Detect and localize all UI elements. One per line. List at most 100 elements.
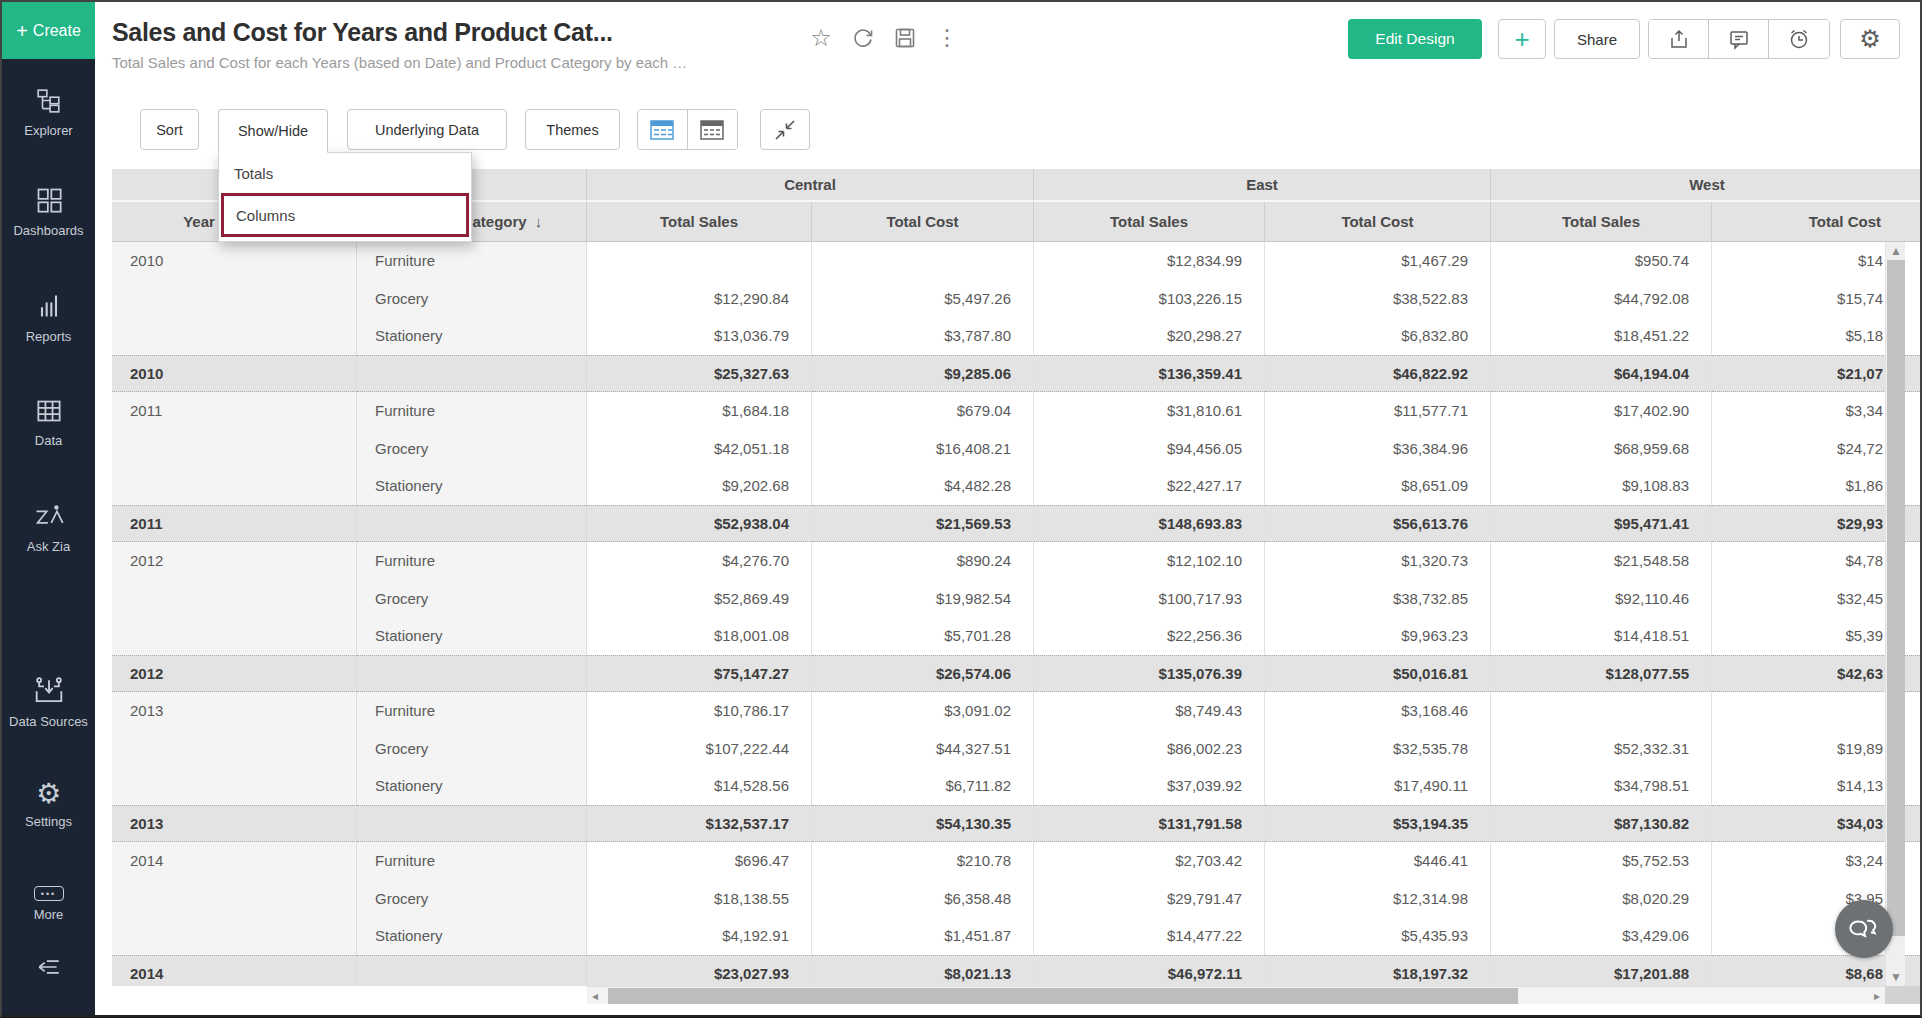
value-cell[interactable]: $14,528.56 xyxy=(587,767,812,805)
value-cell[interactable]: $8,021.13 xyxy=(812,955,1034,987)
value-cell[interactable]: $5,752.53 xyxy=(1491,842,1712,880)
value-cell[interactable]: $18,451.22 xyxy=(1491,317,1712,355)
value-cell[interactable]: $53,194.35 xyxy=(1265,805,1491,843)
value-cell[interactable]: $19,982.54 xyxy=(812,580,1034,618)
sidebar-item-dashboards[interactable]: Dashboards xyxy=(2,186,95,238)
value-cell[interactable]: $9,963.23 xyxy=(1265,617,1491,655)
category-cell[interactable]: Grocery xyxy=(357,280,587,318)
value-cell[interactable] xyxy=(1491,692,1712,730)
value-cell[interactable]: $136,359.41 xyxy=(1034,355,1265,393)
year-cell[interactable]: 2010 xyxy=(112,355,357,393)
sidebar-item-reports[interactable]: Reports xyxy=(2,292,95,344)
value-cell[interactable]: $132,537.17 xyxy=(587,805,812,843)
sidebar-item-ask-zia[interactable]: Ask Zia xyxy=(2,502,95,554)
year-cell[interactable]: 2012 xyxy=(112,655,357,693)
value-cell[interactable]: $95,471.41 xyxy=(1491,505,1712,543)
create-button[interactable]: + Create xyxy=(2,2,95,59)
value-cell[interactable]: $38,732.85 xyxy=(1265,580,1491,618)
value-cell[interactable]: $4,192.91 xyxy=(587,917,812,955)
central-total-cost-header[interactable]: Total Cost xyxy=(812,202,1034,242)
category-cell[interactable]: Furniture xyxy=(357,542,587,580)
value-cell[interactable]: $9,108.83 xyxy=(1491,467,1712,505)
value-cell[interactable]: $94,456.05 xyxy=(1034,430,1265,468)
year-cell[interactable] xyxy=(112,917,357,955)
value-cell[interactable]: $52,332.31 xyxy=(1491,730,1712,768)
value-cell[interactable]: $3,091.02 xyxy=(812,692,1034,730)
horizontal-scrollbar-thumb[interactable] xyxy=(608,988,1518,1004)
west-total-cost-header[interactable]: Total Cost xyxy=(1712,202,1922,242)
value-cell[interactable]: $107,222.44 xyxy=(587,730,812,768)
east-total-cost-header[interactable]: Total Cost xyxy=(1265,202,1491,242)
value-cell[interactable]: $54,130.35 xyxy=(812,805,1034,843)
value-cell[interactable]: $8,749.43 xyxy=(1034,692,1265,730)
value-cell[interactable]: $14,418.51 xyxy=(1491,617,1712,655)
value-cell[interactable]: $9,202.68 xyxy=(587,467,812,505)
value-cell[interactable]: $52,869.49 xyxy=(587,580,812,618)
category-cell[interactable]: Stationery xyxy=(357,767,587,805)
year-cell[interactable] xyxy=(112,317,357,355)
year-cell[interactable]: 2013 xyxy=(112,692,357,730)
vertical-scrollbar-thumb[interactable] xyxy=(1887,260,1905,936)
value-cell[interactable]: $56,613.76 xyxy=(1265,505,1491,543)
category-cell[interactable]: Grocery xyxy=(357,880,587,918)
category-cell[interactable]: Stationery xyxy=(357,317,587,355)
value-cell[interactable]: $8,651.09 xyxy=(1265,467,1491,505)
export-button[interactable] xyxy=(1649,20,1709,58)
value-cell[interactable]: $9,285.06 xyxy=(812,355,1034,393)
year-cell[interactable] xyxy=(112,580,357,618)
value-cell[interactable]: $17,201.88 xyxy=(1491,955,1712,987)
value-cell[interactable]: $92,110.46 xyxy=(1491,580,1712,618)
sort-button[interactable]: Sort xyxy=(140,109,199,150)
comments-button[interactable] xyxy=(1709,20,1769,58)
value-cell[interactable]: $12,314.98 xyxy=(1265,880,1491,918)
year-cell[interactable] xyxy=(112,280,357,318)
plain-table-view-button[interactable] xyxy=(688,110,738,149)
value-cell[interactable]: $38,522.83 xyxy=(1265,280,1491,318)
value-cell[interactable] xyxy=(812,242,1034,280)
value-cell[interactable]: $46,822.92 xyxy=(1265,355,1491,393)
show-hide-button[interactable]: Show/Hide xyxy=(218,109,328,153)
value-cell[interactable]: $50,016.81 xyxy=(1265,655,1491,693)
add-button[interactable]: + xyxy=(1498,19,1546,59)
value-cell[interactable]: $210.78 xyxy=(812,842,1034,880)
refresh-icon[interactable] xyxy=(849,24,877,52)
value-cell[interactable]: $148,693.83 xyxy=(1034,505,1265,543)
value-cell[interactable]: $21,569.53 xyxy=(812,505,1034,543)
settings-button[interactable]: ⚙ xyxy=(1840,19,1900,59)
value-cell[interactable]: $1,451.87 xyxy=(812,917,1034,955)
category-cell[interactable] xyxy=(357,655,587,693)
year-cell[interactable]: 2014 xyxy=(112,955,357,987)
value-cell[interactable]: $64,194.04 xyxy=(1491,355,1712,393)
value-cell[interactable]: $17,402.90 xyxy=(1491,392,1712,430)
value-cell[interactable]: $86,002.23 xyxy=(1034,730,1265,768)
scroll-down-arrow-icon[interactable]: ▼ xyxy=(1890,971,1902,983)
vertical-scrollbar[interactable]: ▲ ▼ xyxy=(1885,242,1905,986)
sidebar-item-data[interactable]: Data xyxy=(2,398,95,448)
value-cell[interactable]: $46,972.11 xyxy=(1034,955,1265,987)
value-cell[interactable]: $4,276.70 xyxy=(587,542,812,580)
save-icon[interactable] xyxy=(891,24,919,52)
collapse-sidebar-button[interactable] xyxy=(2,954,95,984)
value-cell[interactable]: $23,027.93 xyxy=(587,955,812,987)
menu-item-totals[interactable]: Totals xyxy=(219,153,471,193)
sidebar-item-more[interactable]: ••• More xyxy=(2,886,95,922)
value-cell[interactable]: $44,792.08 xyxy=(1491,280,1712,318)
value-cell[interactable]: $42,051.18 xyxy=(587,430,812,468)
value-cell[interactable]: $100,717.93 xyxy=(1034,580,1265,618)
value-cell[interactable]: $446.41 xyxy=(1265,842,1491,880)
category-cell[interactable]: Furniture xyxy=(357,692,587,730)
category-cell[interactable]: Grocery xyxy=(357,430,587,468)
category-cell[interactable] xyxy=(357,355,587,393)
value-cell[interactable]: $68,959.68 xyxy=(1491,430,1712,468)
horizontal-scrollbar[interactable]: ◂ ▸ xyxy=(587,986,1885,1004)
category-cell[interactable]: Stationery xyxy=(357,617,587,655)
value-cell[interactable]: $44,327.51 xyxy=(812,730,1034,768)
year-cell[interactable]: 2014 xyxy=(112,842,357,880)
year-cell[interactable]: 2013 xyxy=(112,805,357,843)
favorite-star-icon[interactable]: ☆ xyxy=(807,24,835,52)
value-cell[interactable]: $696.47 xyxy=(587,842,812,880)
edit-design-button[interactable]: Edit Design xyxy=(1348,19,1482,59)
value-cell[interactable]: $11,577.71 xyxy=(1265,392,1491,430)
value-cell[interactable]: $1,684.18 xyxy=(587,392,812,430)
themes-button[interactable]: Themes xyxy=(525,109,620,150)
